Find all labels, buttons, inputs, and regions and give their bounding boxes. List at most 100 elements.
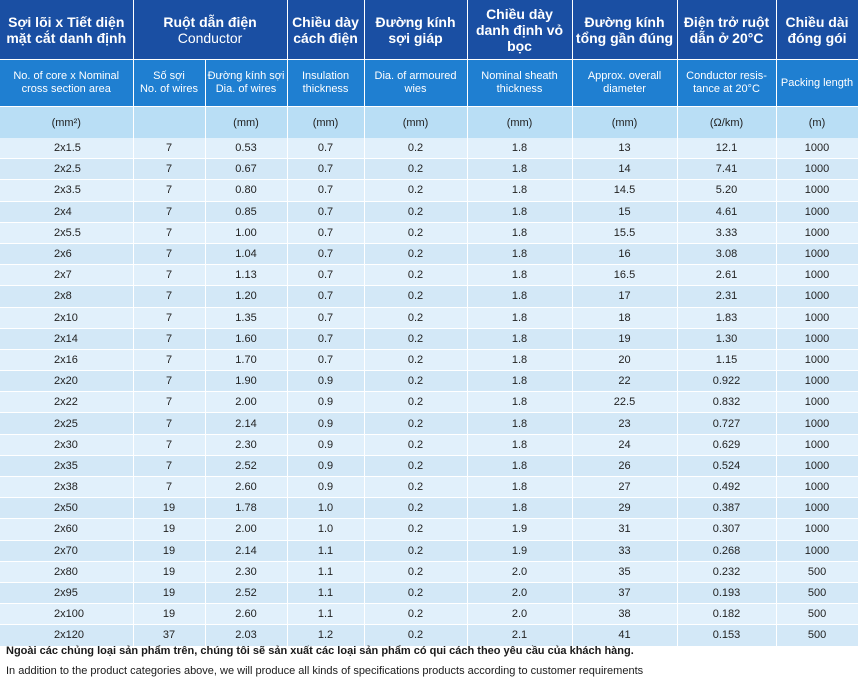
cell-insulation: 0.7 bbox=[287, 222, 365, 244]
cell-insulation: 1.1 bbox=[287, 582, 365, 605]
cell-resistance: 0.727 bbox=[677, 412, 777, 435]
header-packing: Chiều dài đóng gói bbox=[776, 0, 858, 60]
cell-section: 2x8 bbox=[0, 285, 134, 308]
cell-resistance: 0.524 bbox=[677, 455, 777, 478]
subheader-resistance: Conductor resis-tance at 20°C bbox=[677, 59, 777, 107]
cell-section: 2x7 bbox=[0, 264, 134, 287]
header-core-section: Sợi lõi x Tiết diện mặt cắt danh định bbox=[0, 0, 134, 60]
cell-no-wires: 7 bbox=[133, 307, 206, 329]
unit-overall-diameter: (mm) bbox=[572, 106, 678, 138]
cell-sheath: 1.8 bbox=[467, 370, 573, 393]
cell-packing: 500 bbox=[776, 561, 858, 583]
cell-packing: 1000 bbox=[776, 412, 858, 435]
cell-packing: 1000 bbox=[776, 158, 858, 181]
cell-armour: 0.2 bbox=[364, 603, 468, 626]
cell-no-wires: 7 bbox=[133, 158, 206, 181]
cell-armour: 0.2 bbox=[364, 307, 468, 329]
cell-armour: 0.2 bbox=[364, 179, 468, 202]
cell-dia-wires: 0.80 bbox=[205, 179, 288, 202]
cell-section: 2x38 bbox=[0, 476, 134, 499]
subheader-dia-wires: Đường kính sợi Dia. of wires bbox=[205, 59, 288, 107]
cell-packing: 1000 bbox=[776, 285, 858, 308]
cell-dia-wires: 2.52 bbox=[205, 582, 288, 605]
cell-insulation: 1.0 bbox=[287, 518, 365, 541]
cell-section: 2x10 bbox=[0, 307, 134, 329]
cell-resistance: 1.15 bbox=[677, 349, 777, 372]
cell-dia-wires: 1.90 bbox=[205, 370, 288, 393]
cell-dia-wires: 2.30 bbox=[205, 561, 288, 583]
table-row: 2x80 19 2.30 1.1 0.2 2.0 35 0.232 500 bbox=[0, 561, 858, 583]
cell-overall-diameter: 13 bbox=[572, 138, 678, 160]
cell-packing: 1000 bbox=[776, 243, 858, 266]
cell-overall-diameter: 20 bbox=[572, 349, 678, 372]
cell-overall-diameter: 38 bbox=[572, 603, 678, 626]
cell-insulation: 0.9 bbox=[287, 370, 365, 393]
table-row: 2x16 7 1.70 0.7 0.2 1.8 20 1.15 1000 bbox=[0, 349, 858, 372]
cell-resistance: 12.1 bbox=[677, 138, 777, 160]
cell-armour: 0.2 bbox=[364, 264, 468, 287]
cell-resistance: 0.307 bbox=[677, 518, 777, 541]
cell-resistance: 0.153 bbox=[677, 624, 777, 647]
table-row: 2x70 19 2.14 1.1 0.2 1.9 33 0.268 1000 bbox=[0, 540, 858, 562]
cell-packing: 1000 bbox=[776, 307, 858, 329]
cell-resistance: 0.193 bbox=[677, 582, 777, 605]
cell-dia-wires: 1.00 bbox=[205, 222, 288, 244]
cell-insulation: 0.7 bbox=[287, 243, 365, 266]
cell-no-wires: 7 bbox=[133, 476, 206, 499]
cell-resistance: 0.629 bbox=[677, 434, 777, 456]
cell-overall-diameter: 22.5 bbox=[572, 391, 678, 414]
header-sheath: Chiều dày danh định vỏ bọc bbox=[467, 0, 573, 60]
cell-packing: 1000 bbox=[776, 222, 858, 244]
cell-sheath: 1.8 bbox=[467, 243, 573, 266]
cell-resistance: 2.31 bbox=[677, 285, 777, 308]
cell-sheath: 1.8 bbox=[467, 391, 573, 414]
cell-overall-diameter: 16.5 bbox=[572, 264, 678, 287]
cell-armour: 0.2 bbox=[364, 201, 468, 223]
cell-packing: 1000 bbox=[776, 455, 858, 478]
cell-section: 2x80 bbox=[0, 561, 134, 583]
footnote-vn: Ngoài các chủng loại sản phẩm trên, chún… bbox=[6, 645, 634, 657]
cell-sheath: 1.9 bbox=[467, 518, 573, 541]
subheader-insulation: Insulation thickness bbox=[287, 59, 365, 107]
cell-sheath: 1.8 bbox=[467, 412, 573, 435]
cell-sheath: 1.8 bbox=[467, 476, 573, 499]
cell-no-wires: 7 bbox=[133, 138, 206, 160]
cell-section: 2x1.5 bbox=[0, 138, 134, 160]
cell-packing: 500 bbox=[776, 624, 858, 647]
cell-insulation: 0.7 bbox=[287, 307, 365, 329]
cell-insulation: 0.7 bbox=[287, 201, 365, 223]
cell-sheath: 1.8 bbox=[467, 138, 573, 160]
cell-insulation: 0.7 bbox=[287, 158, 365, 181]
cell-dia-wires: 2.30 bbox=[205, 434, 288, 456]
cell-sheath: 2.0 bbox=[467, 561, 573, 583]
unit-packing: (m) bbox=[776, 106, 858, 138]
cell-armour: 0.2 bbox=[364, 540, 468, 562]
cell-armour: 0.2 bbox=[364, 518, 468, 541]
cell-packing: 1000 bbox=[776, 349, 858, 372]
cable-spec-table: Sợi lõi x Tiết diện mặt cắt danh định Ru… bbox=[0, 0, 858, 647]
cell-dia-wires: 2.52 bbox=[205, 455, 288, 478]
cell-packing: 1000 bbox=[776, 264, 858, 287]
cell-no-wires: 19 bbox=[133, 497, 206, 520]
cell-no-wires: 7 bbox=[133, 455, 206, 478]
cell-overall-diameter: 15 bbox=[572, 201, 678, 223]
cell-overall-diameter: 18 bbox=[572, 307, 678, 329]
cell-overall-diameter: 14.5 bbox=[572, 179, 678, 202]
header-conductor-en: Conductor bbox=[177, 29, 243, 46]
cell-sheath: 1.8 bbox=[467, 434, 573, 456]
cell-sheath: 1.8 bbox=[467, 497, 573, 520]
cell-packing: 1000 bbox=[776, 518, 858, 541]
cell-dia-wires: 0.53 bbox=[205, 138, 288, 160]
cell-dia-wires: 2.00 bbox=[205, 391, 288, 414]
cell-insulation: 0.9 bbox=[287, 434, 365, 456]
cell-armour: 0.2 bbox=[364, 158, 468, 181]
cell-section: 2x120 bbox=[0, 624, 134, 647]
unit-core-section: (mm²) bbox=[0, 106, 134, 138]
header-row-en: No. of core x Nominal cross section area… bbox=[0, 59, 858, 107]
table-row: 2x8 7 1.20 0.7 0.2 1.8 17 2.31 1000 bbox=[0, 285, 858, 308]
cell-resistance: 5.20 bbox=[677, 179, 777, 202]
cell-dia-wires: 1.78 bbox=[205, 497, 288, 520]
cell-packing: 1000 bbox=[776, 391, 858, 414]
cell-no-wires: 7 bbox=[133, 285, 206, 308]
cell-armour: 0.2 bbox=[364, 412, 468, 435]
